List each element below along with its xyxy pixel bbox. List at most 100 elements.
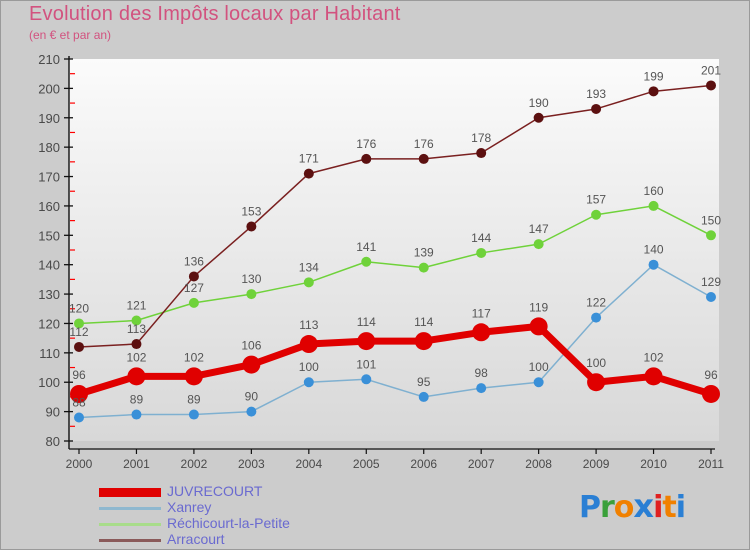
series-data-point [533, 239, 544, 250]
y-axis-tick-label: 160 [38, 199, 60, 214]
data-point-label: 100 [586, 356, 606, 370]
series-line [78, 263, 712, 419]
data-point-label: 106 [241, 339, 261, 353]
series-line [75, 322, 715, 398]
series-data-point [74, 318, 84, 329]
proxiti-logo: Proxiti [579, 487, 686, 525]
legend-label: Xanrey [167, 499, 212, 515]
data-point-label: 114 [414, 315, 433, 329]
data-point-label: 119 [529, 300, 548, 314]
data-point-label: 120 [69, 301, 89, 315]
y-axis-tick-label: 150 [38, 228, 60, 243]
data-point-label: 101 [356, 357, 376, 371]
series-data-point [188, 409, 199, 420]
legend-label: Arracourt [167, 531, 225, 547]
logo-letter: i [675, 490, 686, 525]
series-data-point [242, 355, 261, 374]
series-data-point [644, 367, 663, 386]
data-point-label: 96 [72, 368, 86, 382]
series-data-point [361, 256, 372, 267]
data-point-label: 171 [299, 152, 319, 166]
series-data-point [591, 209, 602, 220]
series-data-point [418, 262, 429, 273]
legend-swatch [99, 523, 161, 526]
x-axis-tick-label: 2003 [238, 457, 265, 471]
legend-item-1[interactable]: Xanrey [99, 499, 419, 517]
series-data-point [414, 332, 433, 351]
data-point-label: 176 [356, 137, 376, 151]
series-data-point [188, 271, 199, 282]
y-axis-tick-label: 210 [38, 52, 60, 67]
legend-label: Réchicourt-la-Petite [167, 515, 290, 531]
data-point-label: 89 [187, 393, 201, 407]
data-point-label: 88 [72, 395, 86, 409]
series-data-point [587, 373, 606, 392]
legend-item-0[interactable]: JUVRECOURT [99, 483, 419, 501]
data-point-label: 102 [126, 350, 146, 364]
data-point-label: 140 [644, 243, 664, 257]
data-point-label: 90 [245, 390, 259, 404]
data-point-label: 117 [472, 306, 491, 320]
data-point-label: 139 [414, 246, 434, 260]
data-point-label: 95 [417, 375, 431, 389]
data-point-label: 178 [471, 131, 491, 145]
series-line [78, 84, 712, 348]
data-point-label: 130 [241, 272, 261, 286]
series-data-point [131, 409, 142, 420]
series-data-point [246, 406, 257, 417]
data-point-label: 100 [299, 360, 319, 374]
data-point-label: 153 [241, 204, 261, 218]
x-axis-tick-label: 2010 [640, 457, 667, 471]
y-axis-tick-label: 140 [38, 258, 60, 273]
logo-letter: P [579, 490, 601, 525]
series-data-point [706, 80, 716, 91]
data-point-label: 89 [130, 393, 144, 407]
x-axis-tick-label: 2007 [468, 457, 495, 471]
series-data-point [418, 391, 429, 402]
y-axis-tick-label: 200 [38, 81, 60, 96]
series-data-point [184, 367, 203, 386]
series-data-point [70, 384, 88, 403]
x-axis-tick-label: 2005 [353, 457, 380, 471]
series-data-point [533, 112, 544, 123]
data-point-label: 114 [357, 315, 376, 329]
y-axis-tick-label: 120 [38, 316, 60, 331]
data-point-label: 96 [704, 368, 718, 382]
series-data-point [702, 384, 720, 403]
legend-label: JUVRECOURT [167, 483, 263, 499]
series-data-point [706, 292, 716, 303]
data-point-label: 121 [126, 299, 146, 313]
data-point-label: 176 [414, 137, 434, 151]
legend-item-2[interactable]: Réchicourt-la-Petite [99, 515, 419, 533]
data-point-label: 134 [299, 260, 319, 274]
series-data-point [303, 277, 314, 288]
legend-swatch [99, 539, 161, 542]
x-axis-tick-label: 2006 [410, 457, 437, 471]
y-axis-tick-label: 180 [38, 140, 60, 155]
logo-letter: r [600, 490, 615, 525]
x-axis-tick-label: 2009 [583, 457, 610, 471]
page-subtitle: (en € et par an) [29, 28, 112, 42]
y-axis-tick-label: 190 [38, 111, 60, 126]
data-point-label: 113 [299, 318, 318, 332]
legend-swatch [99, 507, 161, 510]
y-axis-tick-label: 110 [39, 346, 60, 361]
y-axis-tick-label: 130 [38, 287, 60, 302]
data-point-label: 147 [529, 222, 549, 236]
plot-background [69, 59, 719, 441]
data-point-label: 102 [644, 350, 664, 364]
data-point-label: 127 [184, 281, 204, 295]
data-point-label: 199 [644, 69, 664, 83]
series-data-point [246, 289, 257, 300]
series-data-point [533, 377, 544, 388]
legend-item-3[interactable]: Arracourt [99, 531, 419, 549]
data-point-label: 98 [475, 366, 489, 380]
data-point-label: 150 [701, 213, 721, 227]
series-data-point [476, 148, 487, 159]
y-axis-tick-label: 80 [46, 434, 60, 449]
data-point-label: 201 [701, 63, 721, 77]
series-data-point [246, 221, 257, 232]
logo-letter: x [633, 487, 654, 525]
series-data-point [131, 339, 142, 350]
